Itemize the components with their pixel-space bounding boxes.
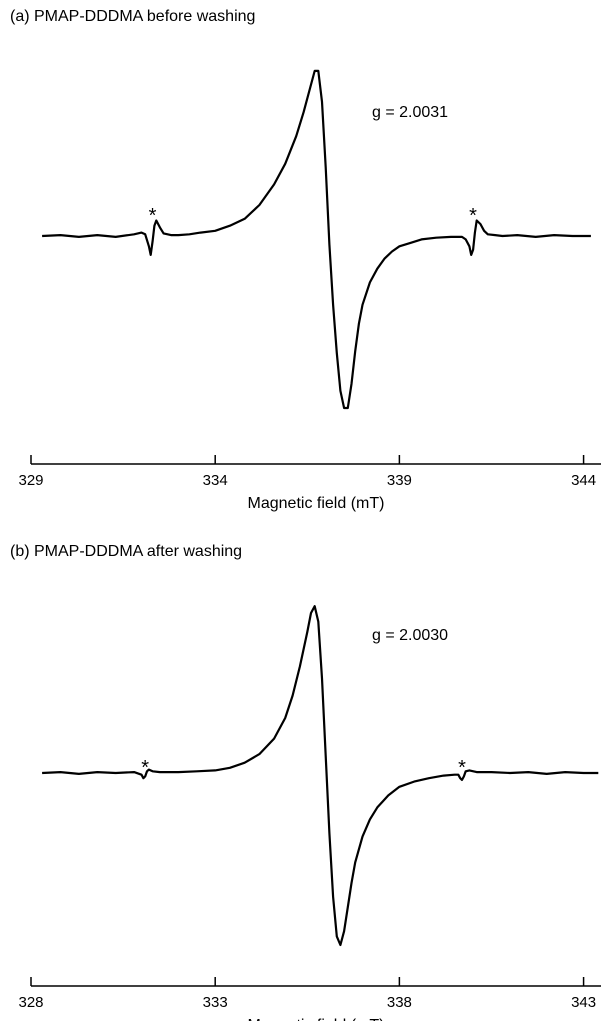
marker-asterisk-b: *	[141, 757, 149, 779]
x-tick-label-b: 338	[387, 994, 412, 1011]
marker-asterisk-a: *	[469, 205, 477, 227]
x-tick-label-a: 344	[571, 472, 596, 489]
marker-asterisk-b: *	[458, 757, 466, 779]
x-tick-label-b: 333	[203, 994, 228, 1011]
x-tick-label-a: 334	[203, 472, 228, 489]
chart-title-a: (a) PMAP-DDDMA before washing	[10, 8, 256, 25]
spectrum-line-b	[42, 605, 599, 947]
chart-title-b: (b) PMAP-DDDMA after washing	[10, 543, 243, 560]
chart-panel-a: (a) PMAP-DDDMA before washing g = 2.0031…	[10, 8, 601, 512]
marker-asterisk-a: *	[149, 205, 157, 227]
spectrum-line-a	[42, 69, 591, 410]
g-value-annotation-a: g = 2.0031	[372, 104, 449, 121]
x-tick-label-a: 329	[18, 472, 43, 489]
g-value-annotation-b: g = 2.0030	[372, 627, 449, 644]
x-axis-label-a: Magnetic field (mT)	[248, 495, 385, 512]
epr-spectrum-plot-a: 329 334 339 344 Magnetic field (mT) * *	[18, 69, 601, 512]
x-tick-label-b: 328	[18, 994, 43, 1011]
chart-panel-b: (b) PMAP-DDDMA after washing g = 2.0030 …	[0, 535, 601, 1021]
x-tick-label-a: 339	[387, 472, 412, 489]
x-axis-label-b: Magnetic field (mT)	[248, 1017, 385, 1021]
x-tick-label-b: 343	[571, 994, 596, 1011]
epr-spectrum-plot-b: 328 333 338 343 Magnetic field (mT) * *	[18, 605, 601, 1021]
